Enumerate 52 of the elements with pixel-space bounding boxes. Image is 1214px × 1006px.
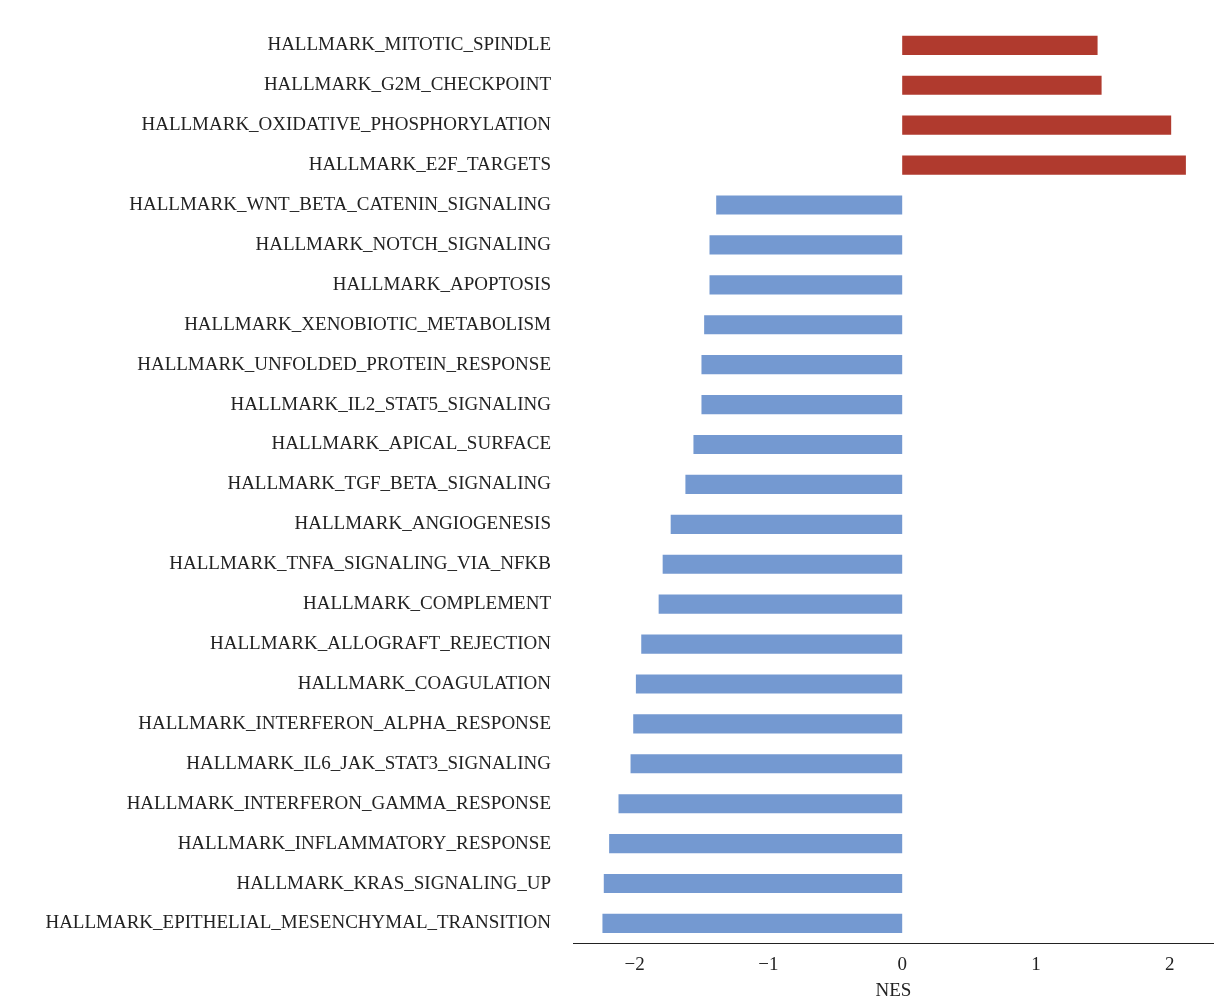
y-tick-label: HALLMARK_APICAL_SURFACE (271, 432, 551, 454)
bar (630, 754, 903, 774)
x-tick-label: 2 (1165, 952, 1175, 974)
y-tick-label: HALLMARK_OXIDATIVE_PHOSPHORYLATION (141, 113, 552, 135)
y-tick-label: HALLMARK_INFLAMMATORY_RESPONSE (177, 831, 551, 853)
bar (603, 873, 903, 894)
y-tick-label: HALLMARK_ALLOGRAFT_REJECTION (210, 632, 552, 654)
bar (609, 834, 903, 854)
x-tick-label: 0 (897, 952, 907, 974)
y-tick-label: HALLMARK_INTERFERON_ALPHA_RESPONSE (138, 711, 551, 733)
y-tick-label: HALLMARK_IL6_JAK_STAT3_SIGNALING (186, 751, 552, 773)
y-tick-label: HALLMARK_COMPLEMENT (302, 592, 552, 614)
x-tick-label: 1 (1031, 952, 1041, 974)
y-tick-label: HALLMARK_MITOTIC_SPINDLE (267, 33, 551, 55)
bar (902, 115, 1172, 135)
y-tick-label: HALLMARK_TNFA_SIGNALING_VIA_NFKB (169, 552, 551, 574)
bar (716, 195, 903, 215)
y-tick-label: HALLMARK_IL2_STAT5_SIGNALING (230, 392, 552, 414)
bar (641, 634, 903, 654)
bar (602, 913, 903, 934)
y-tick-label: HALLMARK_NOTCH_SIGNALING (255, 232, 552, 254)
y-tick-label: HALLMARK_TGF_BETA_SIGNALING (227, 472, 552, 494)
x-tick-label: −2 (624, 952, 645, 974)
y-tick-label: HALLMARK_COAGULATION (297, 671, 552, 693)
bar (618, 794, 903, 814)
bar (670, 514, 903, 534)
y-tick-label: HALLMARK_E2F_TARGETS (308, 153, 551, 175)
bar (709, 275, 903, 295)
bar (658, 594, 903, 614)
bar (685, 474, 903, 494)
bar (693, 434, 903, 455)
bar (902, 35, 1098, 55)
bar (662, 554, 903, 574)
bar (902, 155, 1186, 175)
y-tick-label: HALLMARK_ANGIOGENESIS (294, 512, 551, 534)
y-tick-label: HALLMARK_APOPTOSIS (332, 272, 551, 294)
bar (704, 315, 903, 335)
bar (701, 355, 903, 375)
x-tick-label: −1 (758, 952, 779, 974)
y-tick-label: HALLMARK_EPITHELIAL_MESENCHYMAL_TRANSITION (45, 911, 552, 933)
bar (709, 235, 903, 255)
y-tick-label: HALLMARK_G2M_CHECKPOINT (263, 73, 552, 95)
y-tick-label: HALLMARK_UNFOLDED_PROTEIN_RESPONSE (137, 352, 551, 374)
bar (633, 714, 903, 734)
y-tick-label: HALLMARK_XENOBIOTIC_METABOLISM (184, 312, 552, 334)
bar (902, 75, 1102, 95)
bar (635, 674, 903, 694)
y-tick-label: HALLMARK_WNT_BETA_CATENIN_SIGNALING (129, 192, 552, 214)
bar (701, 395, 903, 415)
x-axis-title: NES (875, 978, 912, 1000)
y-tick-label: HALLMARK_KRAS_SIGNALING_UP (236, 871, 551, 893)
y-tick-label: HALLMARK_INTERFERON_GAMMA_RESPONSE (126, 791, 551, 813)
